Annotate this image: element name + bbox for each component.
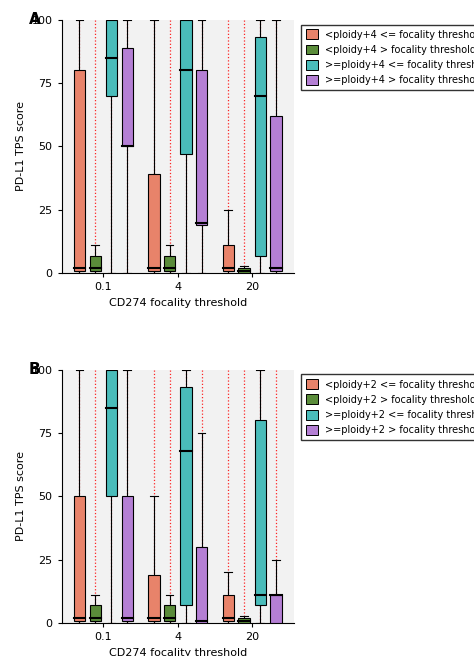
Text: A: A [29, 12, 41, 27]
Bar [223, 595, 234, 621]
Bar [148, 575, 160, 621]
Bar [164, 605, 175, 621]
Bar [164, 255, 175, 271]
Bar [271, 595, 282, 623]
Y-axis label: PD-L1 TPS score: PD-L1 TPS score [16, 102, 26, 192]
Text: B: B [29, 362, 41, 377]
Bar [106, 369, 117, 497]
Bar [148, 174, 160, 271]
X-axis label: CD274 focality threshold: CD274 focality threshold [109, 298, 247, 308]
Y-axis label: PD-L1 TPS score: PD-L1 TPS score [16, 451, 26, 541]
Legend: <ploidy+4 <= focality threshold, <ploidy+4 > focality threshold, >=ploidy+4 <= f: <ploidy+4 <= focality threshold, <ploidy… [301, 24, 474, 90]
Bar [74, 70, 85, 271]
Legend: <ploidy+2 <= focality threshold, <ploidy+2 > focality threshold, >=ploidy+2 <= f: <ploidy+2 <= focality threshold, <ploidy… [301, 375, 474, 440]
Bar [196, 547, 207, 623]
Bar [180, 388, 191, 605]
Bar [238, 618, 250, 623]
Bar [196, 70, 207, 225]
Bar [106, 20, 117, 96]
Bar [255, 420, 266, 605]
Bar [121, 48, 133, 146]
Bar [271, 116, 282, 271]
Bar [90, 255, 100, 271]
Bar [74, 497, 85, 621]
Bar [121, 497, 133, 621]
Bar [223, 245, 234, 271]
X-axis label: CD274 focality threshold: CD274 focality threshold [109, 647, 247, 656]
Bar [180, 20, 191, 154]
Bar [238, 268, 250, 274]
Bar [90, 605, 100, 621]
Bar [255, 37, 266, 255]
